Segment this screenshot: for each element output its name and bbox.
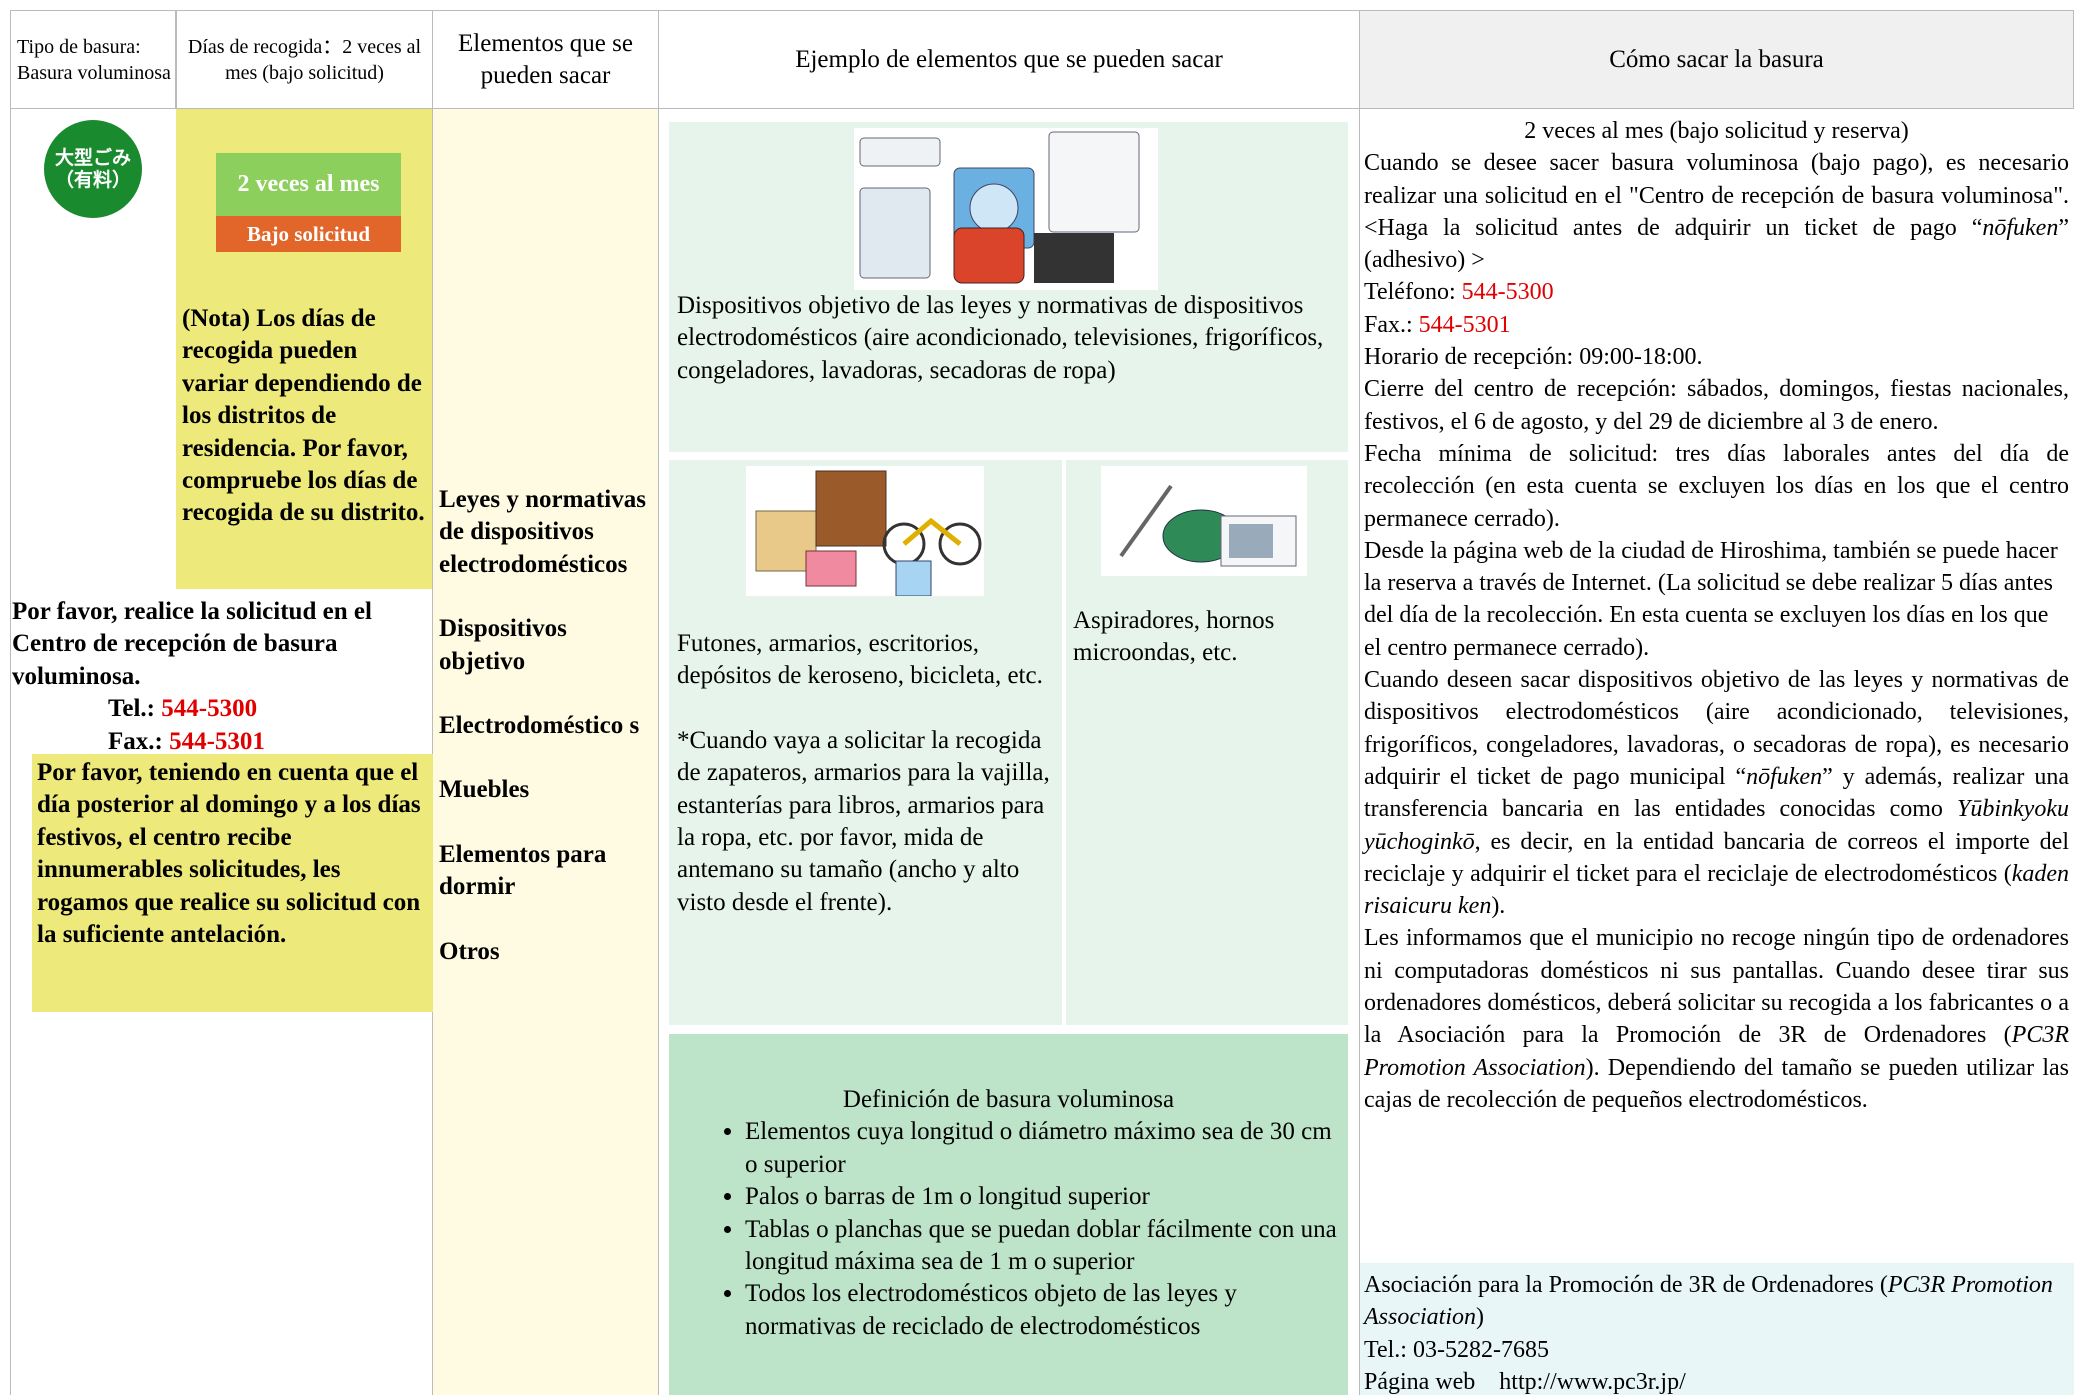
items-bg [433,109,659,1395]
warning: Por favor, teniendo en cuenta que el día… [32,754,433,1012]
text: Cuando se desee sacer basura voluminosa … [1364,150,2069,241]
fax: 544-5301 [1418,311,1511,338]
paragraph: Cuando deseen sacar dispositivos objetiv… [1364,664,2069,922]
rule [658,108,659,1395]
phone: 544-5300 [1461,279,1554,306]
definition-block: Definición de basura voluminosa Elemento… [669,1034,1348,1395]
paragraph: Fecha mínima de solicitud: tres días lab… [1364,440,2069,532]
header-how: Cómo sacar la basura [1359,10,2074,109]
how-heading: 2 veces al mes (bajo solicitud y reserva… [1524,118,1909,144]
item: Dispositivos objetivo [439,615,567,675]
small-illustration [1101,466,1307,576]
mode-badge: Bajo solicitud [216,216,401,252]
definition-item: Todos los electrodomésticos objeto de la… [745,1278,1348,1343]
pc3r-web: Página web http://www.pc3r.jp/ [1364,1368,1686,1395]
text: nōfuken [1746,763,1823,790]
paragraph: Les informamos que el municipio no recog… [1364,922,2069,1116]
small-block: Aspiradores, hornos microondas, etc. [1066,460,1348,1025]
text: kaden risaicuru ken [1364,860,2069,920]
header-items: Elementos que se pueden sacar [432,10,659,109]
request: Por favor, realice la solicitud en el Ce… [12,596,432,758]
text: , es decir, en la entidad bancaria de co… [1364,828,2069,887]
badge: 大型ごみ（有料） [44,120,142,218]
paragraph: Teléfono: 544-5300 [1364,276,2069,308]
warning-text: Por favor, teniendo en cuenta que el día… [37,759,421,949]
paragraph: Cierre del centro de recepción: sábados,… [1364,376,2069,435]
items-list: Leyes y normativas de dispositivos elect… [439,484,657,968]
furniture-note: *Cuando vaya a solicitar la recogida de … [677,726,1050,916]
header-examples: Ejemplo de elementos que se pueden sacar [658,10,1360,109]
text: ) [1476,1304,1484,1331]
text: ). [1491,893,1506,920]
furniture-text: Futones, armarios, escritorios, depósito… [677,630,1043,690]
pc3r-tel: Tel.: 03-5282-7685 [1364,1336,1549,1363]
pc3r-box: Asociación para la Promoción de 3R de Or… [1360,1263,2074,1395]
badge-text: 大型ごみ（有料） [54,147,131,191]
item: Muebles [439,776,530,804]
label: Teléfono: [1364,279,1462,306]
phone: 544-5300 [161,695,258,723]
frequency-badge: 2 veces al mes [216,153,401,216]
appliances-illustration [854,128,1158,290]
rule [10,108,11,1395]
item: Leyes y normativas de dispositivos elect… [439,486,646,578]
label: Fax.: [108,727,170,755]
text: PC3R Promotion Association [1364,1022,2069,1081]
request-fax: Fax.: 544-5301 [12,726,432,758]
request-tel: Tel.: 544-5300 [12,693,432,725]
text: ). Dependiendo del tamaño se pueden util… [1364,1054,2069,1113]
header-days: Días de recogida：2 veces al mes (bajo so… [176,10,433,109]
furniture-block: Futones, armarios, escritorios, depósito… [669,460,1062,1025]
mode-text: Bajo solicitud [246,221,371,246]
item: Electrodoméstico s [439,712,640,740]
small-text: Aspiradores, hornos microondas, etc. [1073,607,1275,667]
label: Tel.: [108,695,162,723]
item: Otros [439,937,500,965]
header-text: Tipo de basura: Basura voluminosa [17,35,171,84]
pc3r-name: Asociación para la Promoción de 3R de Or… [1364,1269,2070,1334]
definition-title: Definición de basura voluminosa [842,1086,1175,1113]
how-text: 2 veces al mes (bajo solicitud y reserva… [1364,115,2069,1116]
text: nōfuken [1982,214,2059,241]
appliances-block: Dispositivos objetivo de las leyes y nor… [669,122,1348,452]
text: ” (adhesivo) > [1364,214,2069,274]
definition-item: Tablas o planchas que se puedan doblar f… [745,1214,1348,1279]
header-text: Elementos que se pueden sacar [458,29,633,89]
rule [1359,108,1360,1395]
header-text: Cómo sacar la basura [1609,45,1824,73]
fax: 544-5301 [169,727,265,755]
paragraph: Cuando se desee sacer basura voluminosa … [1364,147,2069,276]
paragraph: Desde la página web de la ciudad de Hiro… [1364,537,2058,661]
text: Les informamos que el municipio no recog… [1364,925,2069,1049]
text: PC3R Promotion Association [1364,1272,2053,1331]
definition-list: Elementos cuya longitud o diámetro máxim… [669,1116,1348,1343]
request-text: Por favor, realice la solicitud en el Ce… [12,598,372,690]
text: Yūbinkyoku yūchoginkō [1364,796,2069,855]
rule [432,108,433,1395]
definition-item: Elementos cuya longitud o diámetro máxim… [745,1116,1348,1181]
note-text: (Nota) Los días de recogida pueden varia… [182,305,425,527]
header-type: Tipo de basura: Basura voluminosa [10,10,176,109]
text: ” y además, realizar una transferencia b… [1364,763,2069,823]
definition-item: Palos o barras de 1m o longitud superior [745,1181,1348,1213]
label: Fax.: [1364,311,1419,338]
days-note: (Nota) Los días de recogida pueden varia… [182,303,427,530]
text: Asociación para la Promoción de 3R de Or… [1364,1272,1888,1298]
text: Cuando deseen sacar dispositivos objetiv… [1364,667,2069,790]
frequency-text: 2 veces al mes [237,171,380,197]
paragraph: Horario de recepción: 09:00-18:00. [1364,344,1703,371]
furniture-illustration [746,466,984,596]
item: Elementos para dormir [439,840,607,901]
header-text: Ejemplo de elementos que se pueden sacar [795,45,1223,73]
header-text: Días de recogida：2 veces al mes (bajo so… [187,35,422,84]
appliances-text: Dispositivos objetivo de las leyes y nor… [677,292,1324,384]
paragraph: Fax.: 544-5301 [1364,309,2069,341]
